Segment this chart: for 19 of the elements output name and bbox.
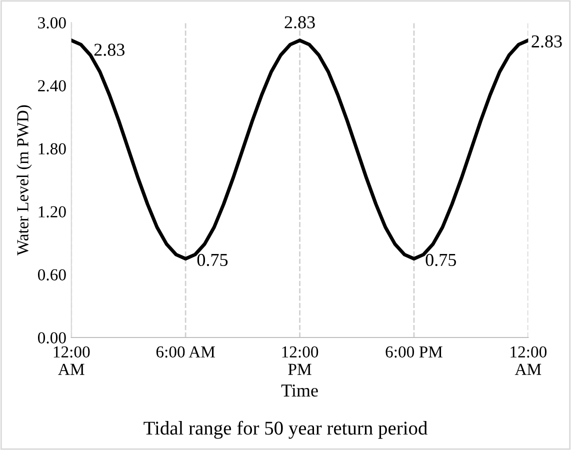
y-axis-title: Water Level (m PWD) — [16, 105, 32, 256]
y-tick-label: 0.00 — [38, 332, 66, 344]
annotation: 2.83 — [94, 44, 124, 56]
x-tick-label: 12:00 PM — [282, 346, 318, 375]
y-tick-label: 0.60 — [38, 269, 66, 281]
x-tick-label: 12:00 AM — [510, 346, 547, 375]
text: Tidal range for 50 year return period — [144, 420, 428, 439]
y-tick-label: 1.20 — [38, 206, 66, 218]
annotation: 0.75 — [426, 254, 456, 266]
annotation: 0.75 — [197, 254, 228, 266]
annotation: 2.83 — [532, 35, 562, 48]
x-tick-label: 6:00 PM — [386, 346, 442, 358]
y-tick-label: 1.80 — [38, 143, 66, 155]
x-axis-title: Time — [281, 384, 318, 397]
y-tick-label: 2.40 — [38, 80, 66, 92]
x-tick-label: 12:00 AM — [54, 346, 90, 375]
annotation: 2.83 — [284, 16, 315, 28]
x-tick-label: 6:00 AM — [156, 346, 215, 358]
y-tick-label: 3.00 — [38, 17, 66, 29]
